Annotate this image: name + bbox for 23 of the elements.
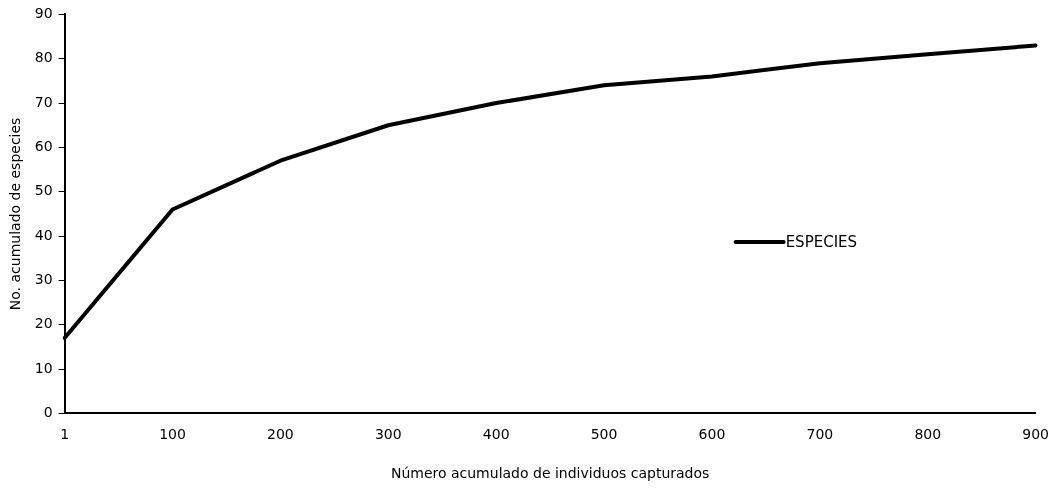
y-tick-label: 20 — [34, 315, 53, 332]
x-tick-label: 600 — [698, 426, 726, 443]
y-tick-label: 10 — [34, 359, 53, 376]
x-tick-label: 300 — [374, 426, 402, 443]
y-tick-label: 70 — [34, 93, 53, 110]
y-tick-label: 80 — [34, 49, 53, 66]
y-tick-label: 0 — [43, 404, 53, 421]
legend-label: ESPECIES — [785, 232, 858, 251]
x-tick-label: 800 — [914, 426, 942, 443]
x-tick-label: 900 — [1022, 426, 1050, 443]
x-tick-label: 100 — [159, 426, 186, 443]
y-axis-title: No. acumulado de especies — [7, 117, 24, 311]
x-tick-label: 1 — [60, 426, 70, 443]
x-tick-label: 500 — [590, 426, 618, 443]
x-tick-label: 400 — [482, 426, 510, 443]
y-tick-label: 40 — [34, 226, 53, 243]
x-tick-label: 200 — [267, 426, 294, 443]
x-tick-label: 700 — [806, 426, 834, 443]
x-axis-title: Número acumulado de individuos capturados — [390, 465, 710, 482]
y-tick-label: 30 — [34, 271, 53, 288]
y-tick-label: 50 — [34, 182, 53, 199]
y-tick-label: 60 — [34, 138, 53, 155]
y-tick-label: 90 — [34, 5, 53, 22]
